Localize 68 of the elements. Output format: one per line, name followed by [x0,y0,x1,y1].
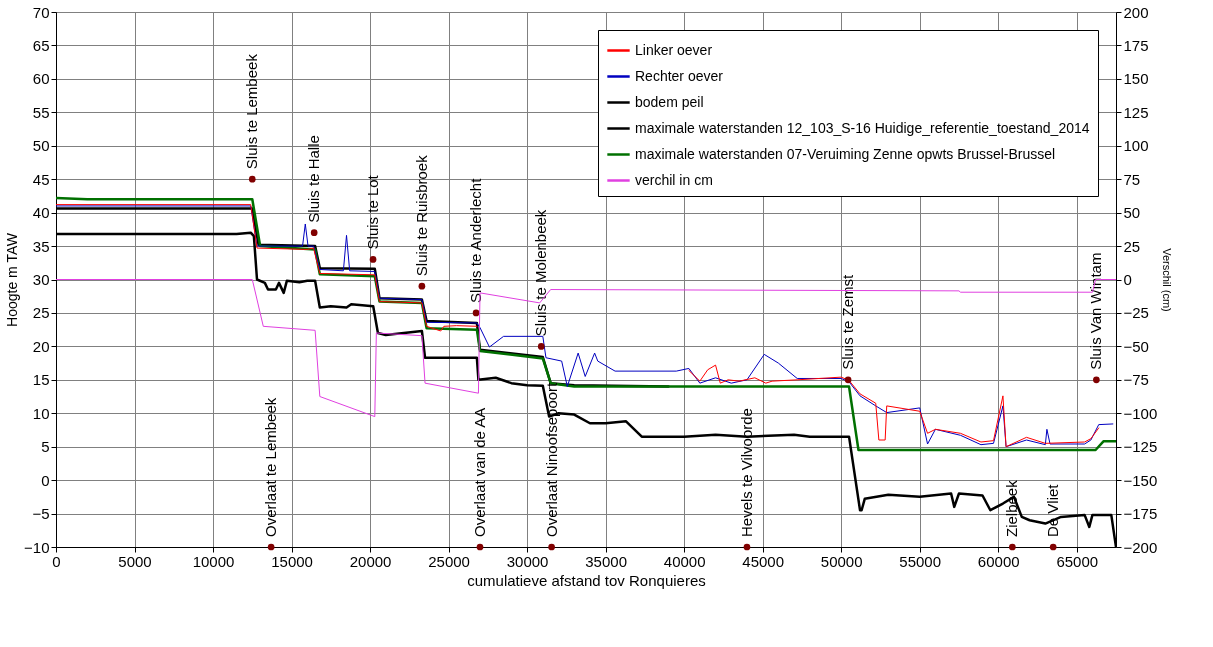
annotation: Sluis te Halle [305,135,323,223]
x-tick-label: 40000 [663,552,706,570]
y-tick-label: 25 [32,304,50,322]
annotation: Sluis te Lembeek [243,53,261,170]
y-tick-label: 55 [32,103,50,121]
legend-label: verchil in cm [635,171,713,188]
y-tick-label: 30 [32,271,50,288]
y2-tick-label: 200 [1123,3,1149,21]
annotation: Sluis te Lot [364,174,382,250]
y-tick-label: 70 [32,3,50,21]
y-tick-label: −5 [32,505,50,523]
x-tick-label: 5000 [118,552,152,570]
y2-axis-title: Verschil (cm) [1161,248,1174,312]
x-tick-label: 45000 [742,552,785,570]
legend-label: bodem peil [635,93,704,110]
y-tick-label: 60 [32,70,50,88]
y2-tick-label: 150 [1123,70,1149,88]
y2-tick-label: −50 [1123,337,1149,355]
y2-tick-label: 100 [1123,137,1149,155]
y-tick-label: 65 [32,36,50,54]
y2-tick-label: −100 [1123,404,1158,422]
y-tick-label: 5 [41,438,50,456]
annotation: Overlaat van de AA [471,407,488,537]
legend-label: Linker oever [635,41,713,58]
y2-tick-label: 125 [1123,103,1149,121]
y2-tick-label: −125 [1123,438,1158,456]
y2-tick-label: −200 [1123,538,1158,556]
x-tick-label: 50000 [820,552,863,570]
x-tick-label: 15000 [271,552,313,570]
y2-tick-label: 25 [1123,237,1141,255]
x-tick-label: 0 [52,552,61,570]
x-tick-label: 30000 [506,552,549,570]
x-tick-label: 65000 [1056,552,1099,570]
x-tick-label: 60000 [977,552,1020,570]
y-tick-label: 10 [32,404,50,422]
annotation: Sluis te Ruisbroek [412,154,430,277]
y-tick-label: 35 [32,237,50,255]
y2-tick-label: 75 [1123,170,1141,188]
annotation: Sluis Van Wintam [1087,252,1105,370]
y-tick-label: −10 [24,538,50,556]
y-tick-label: 40 [32,204,50,222]
y-tick-label: 0 [41,471,50,489]
y-tick-label: 45 [32,170,50,188]
legend-label: Rechter oever [635,67,724,84]
y2-tick-label: 0 [1123,271,1132,288]
y2-tick-label: −75 [1123,371,1149,389]
y-tick-label: 20 [32,337,50,355]
annotation: Sluis te Anderlecht [467,177,485,303]
y2-tick-label: 175 [1123,36,1149,54]
y-tick-label: 50 [32,137,50,155]
annotation: Sluis te Molenbeek [532,209,550,337]
legend-label: maximale waterstanden 07-Veruiming Zenne opwts Brussel-Brussel [635,145,1056,162]
annotation: Sluis te Zemst [839,273,857,370]
y-tick-label: 15 [32,371,50,389]
x-axis-title: cumulatieve afstand tov Ronquieres [467,571,706,589]
x-tick-label: 55000 [899,552,942,570]
annotation: Hevels te Vilvoorde [737,408,755,537]
y2-tick-label: 50 [1123,204,1141,222]
y-axis-title: Hoogte m TAW [4,232,21,327]
x-tick-label: 35000 [585,552,627,570]
annotation: Overlaat te Lembeek [262,397,280,537]
legend-label: maximale waterstanden 12_103_S-16 Huidige_referentie_toestand_2014 [635,119,1090,136]
x-tick-label: 20000 [349,552,392,570]
y2-tick-label: −175 [1123,505,1158,523]
y2-tick-label: −150 [1123,471,1158,489]
y2-tick-label: −25 [1123,304,1149,322]
x-tick-label: 10000 [192,552,235,570]
x-tick-label: 25000 [428,552,470,570]
